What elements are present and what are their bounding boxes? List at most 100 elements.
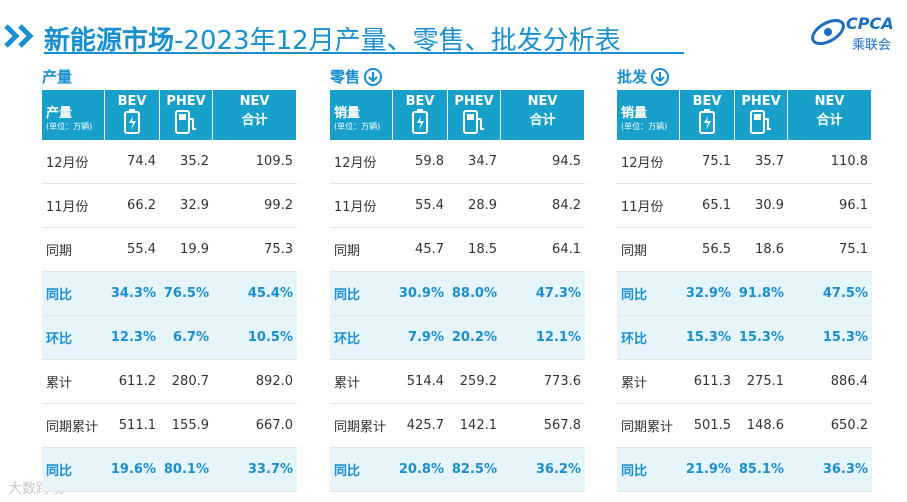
header-column: NEV bbox=[527, 94, 558, 109]
header-label: 销量 bbox=[334, 106, 361, 121]
header-total: 合计 bbox=[816, 113, 843, 128]
row-label: 11月份 bbox=[617, 184, 680, 228]
cell-value: 18.5 bbox=[448, 228, 501, 272]
header-unit: (单位：万辆) bbox=[334, 122, 381, 131]
cell-value: 45.7 bbox=[393, 228, 448, 272]
header-column: NEV bbox=[814, 94, 845, 109]
logo-icon bbox=[811, 18, 845, 46]
header-total: 合计 bbox=[529, 113, 556, 128]
header-column-cell: PHEV bbox=[160, 90, 213, 140]
section-title: 零售 bbox=[330, 66, 383, 87]
row-label: 11月份 bbox=[330, 184, 393, 228]
cell-value: 55.4 bbox=[393, 184, 448, 228]
cell-value: 15.3% bbox=[680, 316, 735, 360]
header-unit: (单位：万辆) bbox=[46, 122, 93, 131]
cell-value: 74.4 bbox=[105, 140, 160, 184]
row-label: 12月份 bbox=[330, 140, 393, 184]
row-label: 同期累计 bbox=[617, 404, 680, 448]
cell-value: 85.1% bbox=[735, 448, 788, 492]
cell-value: 84.2 bbox=[501, 184, 585, 228]
cell-value: 148.6 bbox=[735, 404, 788, 448]
cell-value: 886.4 bbox=[788, 360, 872, 404]
cell-value: 64.1 bbox=[501, 228, 585, 272]
header-total: 合计 bbox=[241, 113, 268, 128]
cell-value: 59.8 bbox=[393, 140, 448, 184]
phev-icon bbox=[750, 110, 771, 134]
cell-value: 30.9% bbox=[393, 272, 448, 316]
down-arrow-icon bbox=[364, 67, 383, 86]
cell-value: 65.1 bbox=[680, 184, 735, 228]
cell-value: 94.5 bbox=[501, 140, 585, 184]
section-title: 批发 bbox=[617, 66, 670, 87]
cell-value: 567.8 bbox=[501, 404, 585, 448]
cell-value: 6.7% bbox=[160, 316, 213, 360]
cell-value: 80.1% bbox=[160, 448, 213, 492]
cell-value: 12.3% bbox=[105, 316, 160, 360]
cell-value: 47.3% bbox=[501, 272, 585, 316]
cell-value: 75.3 bbox=[213, 228, 297, 272]
cell-value: 773.6 bbox=[501, 360, 585, 404]
cell-value: 511.1 bbox=[105, 404, 160, 448]
row-label: 同期累计 bbox=[42, 404, 105, 448]
cell-value: 20.2% bbox=[448, 316, 501, 360]
phev-icon bbox=[463, 110, 484, 134]
cell-value: 30.9 bbox=[735, 184, 788, 228]
cell-value: 35.2 bbox=[160, 140, 213, 184]
cell-value: 96.1 bbox=[788, 184, 872, 228]
cell-value: 18.6 bbox=[735, 228, 788, 272]
cell-value: 36.3% bbox=[788, 448, 872, 492]
cell-value: 75.1 bbox=[788, 228, 872, 272]
row-label: 同比 bbox=[617, 272, 680, 316]
section-label: 产量 bbox=[42, 68, 73, 86]
cell-value: 10.5% bbox=[213, 316, 297, 360]
row-label: 环比 bbox=[330, 316, 393, 360]
header-column-cell: BEV bbox=[680, 90, 735, 140]
cell-value: 19.6% bbox=[105, 448, 160, 492]
cell-value: 76.5% bbox=[160, 272, 213, 316]
header-unit: (单位：万辆) bbox=[621, 122, 668, 131]
cell-value: 109.5 bbox=[213, 140, 297, 184]
cell-value: 667.0 bbox=[213, 404, 297, 448]
row-label: 累计 bbox=[42, 360, 105, 404]
cell-value: 21.9% bbox=[680, 448, 735, 492]
header-column-cell: PHEV bbox=[735, 90, 788, 140]
cell-value: 34.7 bbox=[448, 140, 501, 184]
cell-value: 19.9 bbox=[160, 228, 213, 272]
cell-value: 275.1 bbox=[735, 360, 788, 404]
bev-icon bbox=[699, 109, 715, 134]
cell-value: 15.3% bbox=[788, 316, 872, 360]
cell-value: 36.2% bbox=[501, 448, 585, 492]
title-bold: 新能源市场 bbox=[44, 26, 175, 56]
cell-value: 425.7 bbox=[393, 404, 448, 448]
row-label: 同比 bbox=[330, 272, 393, 316]
cell-value: 514.4 bbox=[393, 360, 448, 404]
cell-value: 259.2 bbox=[448, 360, 501, 404]
header-column: BEV bbox=[692, 94, 722, 109]
header-label: 产量 bbox=[46, 106, 73, 121]
cell-value: 280.7 bbox=[160, 360, 213, 404]
row-label: 12月份 bbox=[42, 140, 105, 184]
row-label: 同期 bbox=[42, 228, 105, 272]
cell-value: 650.2 bbox=[788, 404, 872, 448]
section-label: 批发 bbox=[617, 68, 648, 86]
row-label: 环比 bbox=[617, 316, 680, 360]
header-column-cell: PHEV bbox=[448, 90, 501, 140]
cell-value: 611.2 bbox=[105, 360, 160, 404]
chevron-icon bbox=[4, 24, 34, 48]
header-column-cell: NEV 合计 bbox=[213, 90, 297, 140]
row-label: 同期 bbox=[617, 228, 680, 272]
header-label-cell: 销量 (单位：万辆) bbox=[330, 90, 393, 140]
logo-mark: CPCA bbox=[846, 14, 894, 33]
cell-value: 47.5% bbox=[788, 272, 872, 316]
logo-name: 乘联会 bbox=[852, 38, 892, 53]
row-label: 同比 bbox=[42, 272, 105, 316]
down-arrow-icon bbox=[651, 67, 670, 86]
cell-value: 32.9 bbox=[160, 184, 213, 228]
title-underline bbox=[44, 52, 684, 54]
cell-value: 75.1 bbox=[680, 140, 735, 184]
section-label: 零售 bbox=[330, 68, 361, 86]
cell-value: 892.0 bbox=[213, 360, 297, 404]
header-label-cell: 销量 (单位：万辆) bbox=[617, 90, 680, 140]
header-column: PHEV bbox=[454, 94, 494, 109]
